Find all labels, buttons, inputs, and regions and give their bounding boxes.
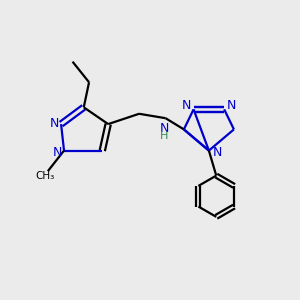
Text: N: N (226, 99, 236, 112)
Text: N: N (182, 99, 191, 112)
Text: N: N (212, 146, 222, 159)
Text: H: H (160, 131, 168, 141)
Text: CH₃: CH₃ (35, 171, 55, 181)
Text: N: N (50, 117, 59, 130)
Text: N: N (53, 146, 62, 159)
Text: N: N (159, 122, 169, 135)
